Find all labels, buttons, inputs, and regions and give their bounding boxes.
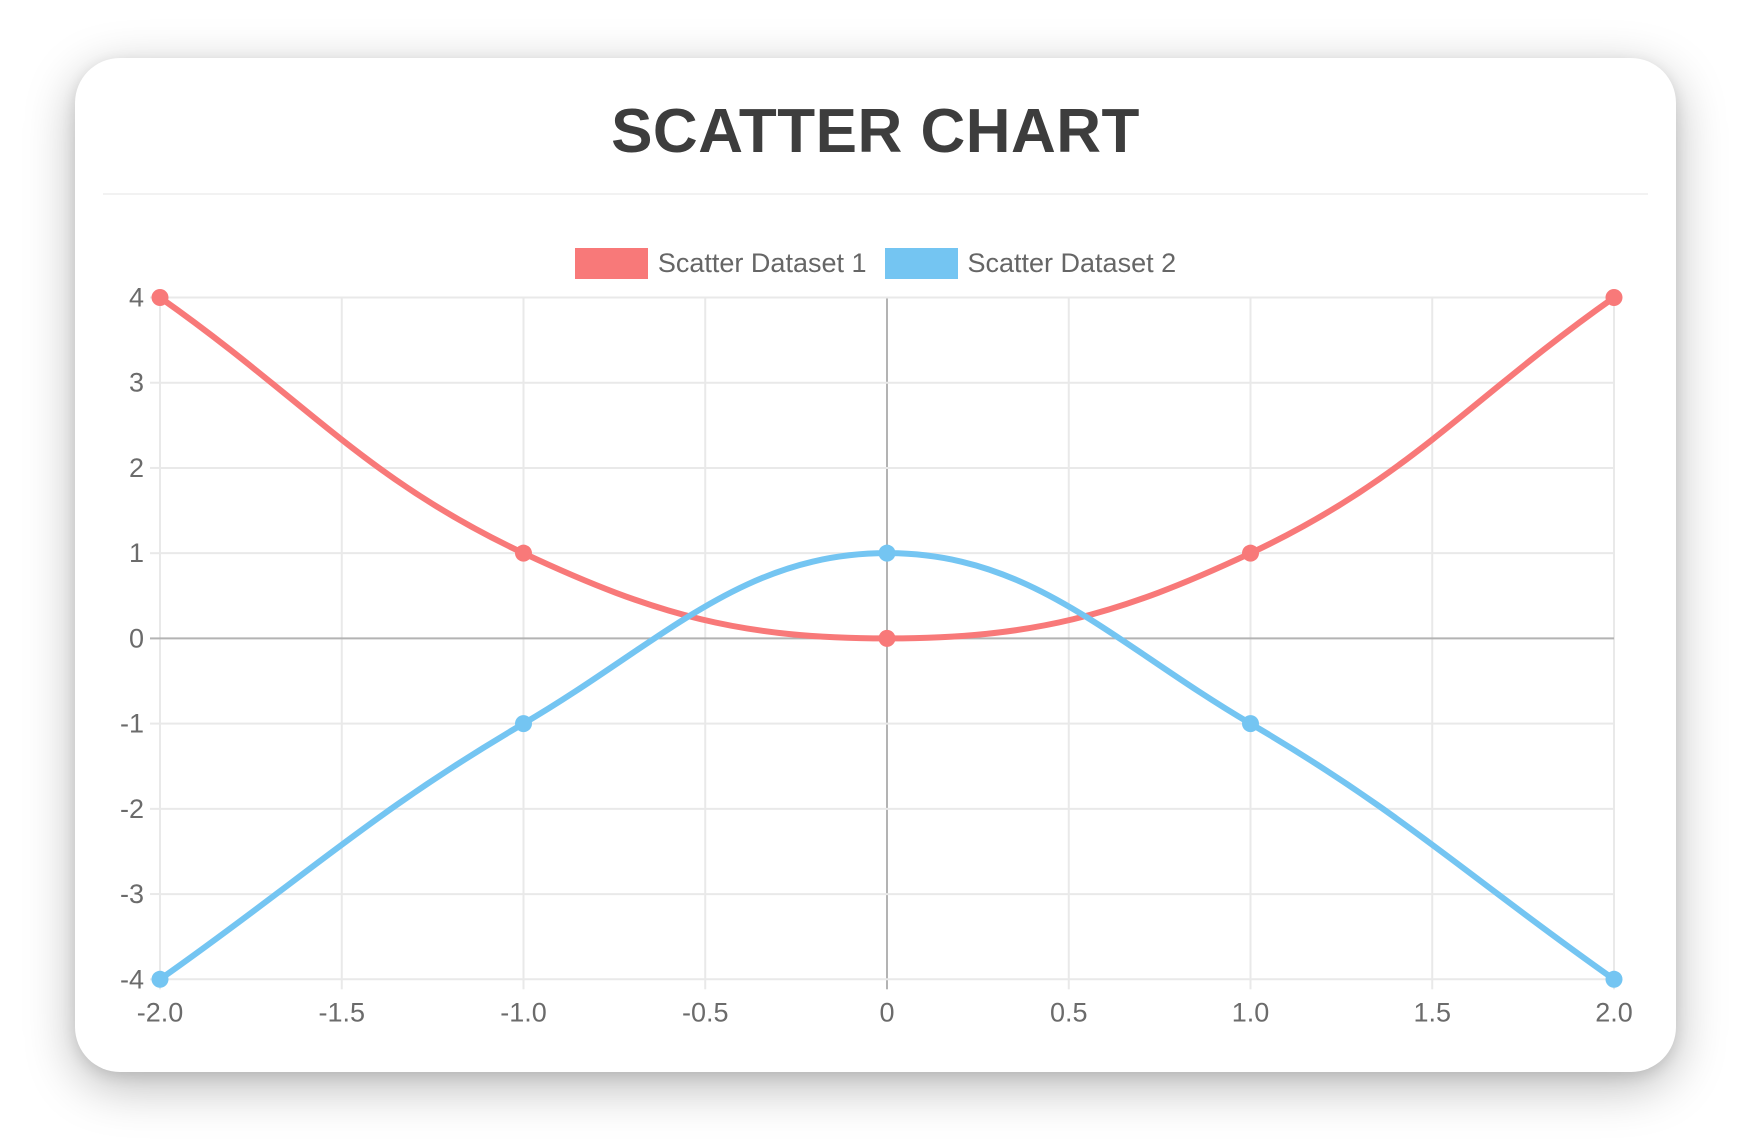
y-tick-label: -3 bbox=[120, 879, 144, 909]
data-point-series-1[interactable] bbox=[1242, 544, 1259, 562]
y-tick-label: 3 bbox=[129, 368, 144, 398]
title-divider bbox=[103, 193, 1648, 195]
x-tick-label: 0.5 bbox=[1050, 997, 1088, 1027]
x-tick-label: 2.0 bbox=[1595, 997, 1633, 1027]
x-tick-label: -0.5 bbox=[682, 997, 729, 1027]
y-tick-label: -4 bbox=[120, 964, 144, 994]
data-point-series-1[interactable] bbox=[515, 544, 532, 562]
legend-swatch-dataset-1 bbox=[574, 248, 648, 279]
y-tick-label: -2 bbox=[120, 794, 144, 824]
y-tick-label: -1 bbox=[120, 709, 144, 739]
legend-label-dataset-1: Scatter Dataset 1 bbox=[657, 248, 867, 278]
x-tick-label: -2.0 bbox=[137, 997, 184, 1027]
y-tick-label: 2 bbox=[129, 453, 144, 483]
data-point-series-2[interactable] bbox=[1605, 970, 1623, 988]
data-point-series-1[interactable] bbox=[151, 289, 169, 306]
data-point-series-1[interactable] bbox=[1605, 289, 1623, 306]
data-point-series-2[interactable] bbox=[878, 544, 896, 562]
x-tick-label: 1.0 bbox=[1232, 997, 1270, 1027]
y-tick-label: 0 bbox=[129, 623, 144, 653]
legend-item-dataset-1[interactable]: Scatter Dataset 1 bbox=[574, 248, 867, 279]
data-point-series-2[interactable] bbox=[515, 715, 532, 733]
legend-swatch-dataset-2 bbox=[884, 248, 958, 279]
x-tick-label: -1.5 bbox=[318, 997, 365, 1027]
chart-title: SCATTER CHART bbox=[611, 97, 1140, 166]
legend-item-dataset-2[interactable]: Scatter Dataset 2 bbox=[884, 248, 1177, 279]
y-tick-label: 1 bbox=[129, 538, 144, 568]
x-tick-label: -1.0 bbox=[500, 997, 547, 1027]
data-point-series-2[interactable] bbox=[1242, 715, 1259, 733]
y-tick-label: 4 bbox=[129, 283, 144, 313]
data-point-series-1[interactable] bbox=[878, 629, 896, 647]
legend-label-dataset-2: Scatter Dataset 2 bbox=[967, 248, 1177, 278]
data-point-series-2[interactable] bbox=[151, 970, 169, 988]
x-tick-label: 1.5 bbox=[1413, 997, 1451, 1027]
x-tick-label: 0 bbox=[879, 997, 894, 1027]
chart-legend: Scatter Dataset 1 Scatter Dataset 2 bbox=[75, 248, 1676, 279]
